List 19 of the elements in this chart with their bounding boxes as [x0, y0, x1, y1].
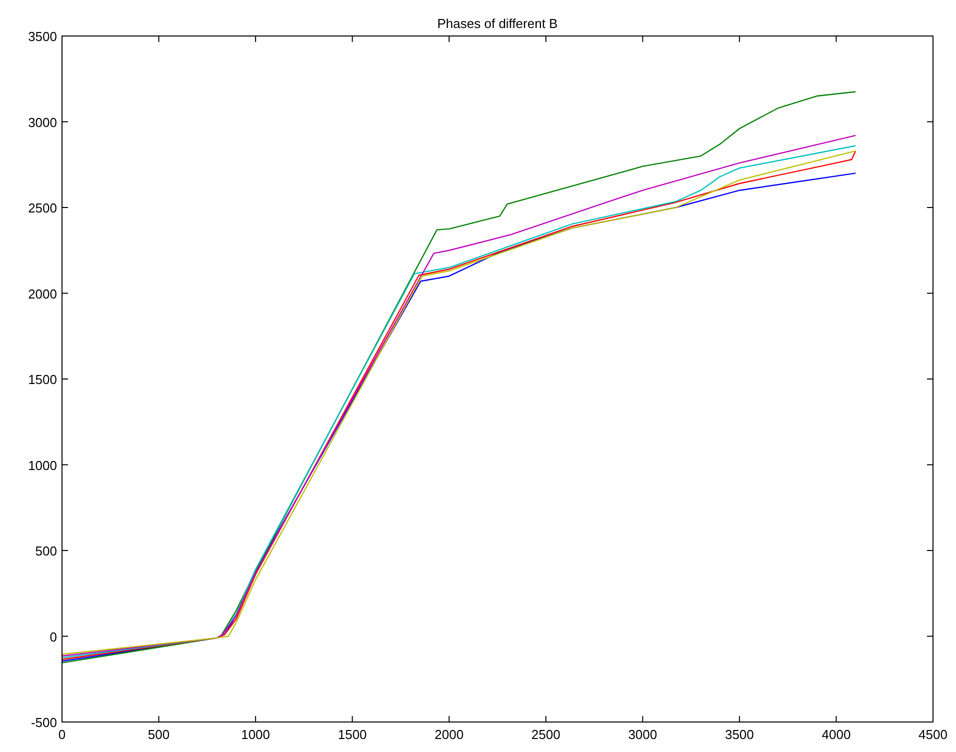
x-tick-label: 2500 — [531, 727, 560, 742]
x-tick-label: 500 — [148, 727, 170, 742]
x-tick-label: 1000 — [241, 727, 270, 742]
y-tick-label: 3500 — [28, 29, 57, 44]
x-tick-label: 4500 — [918, 727, 948, 742]
x-tick-label: 1500 — [338, 727, 367, 742]
y-tick-label: 0 — [50, 629, 57, 644]
x-tick-label: 3500 — [724, 727, 754, 742]
x-tick-label: 4000 — [822, 727, 851, 742]
y-tick-label: 1500 — [28, 372, 57, 387]
y-tick-label: 2500 — [28, 200, 57, 216]
y-tick-label: 3000 — [28, 114, 57, 130]
y-tick-label: 1000 — [28, 458, 57, 473]
chart-title: Phases of different B — [437, 16, 558, 31]
y-tick-label: 500 — [35, 544, 57, 558]
y-tick-label: -500 — [30, 715, 57, 730]
y-tick-label: 2000 — [28, 286, 57, 302]
x-tick-label: 3000 — [628, 727, 658, 742]
x-tick-label: 2000 — [434, 727, 464, 742]
